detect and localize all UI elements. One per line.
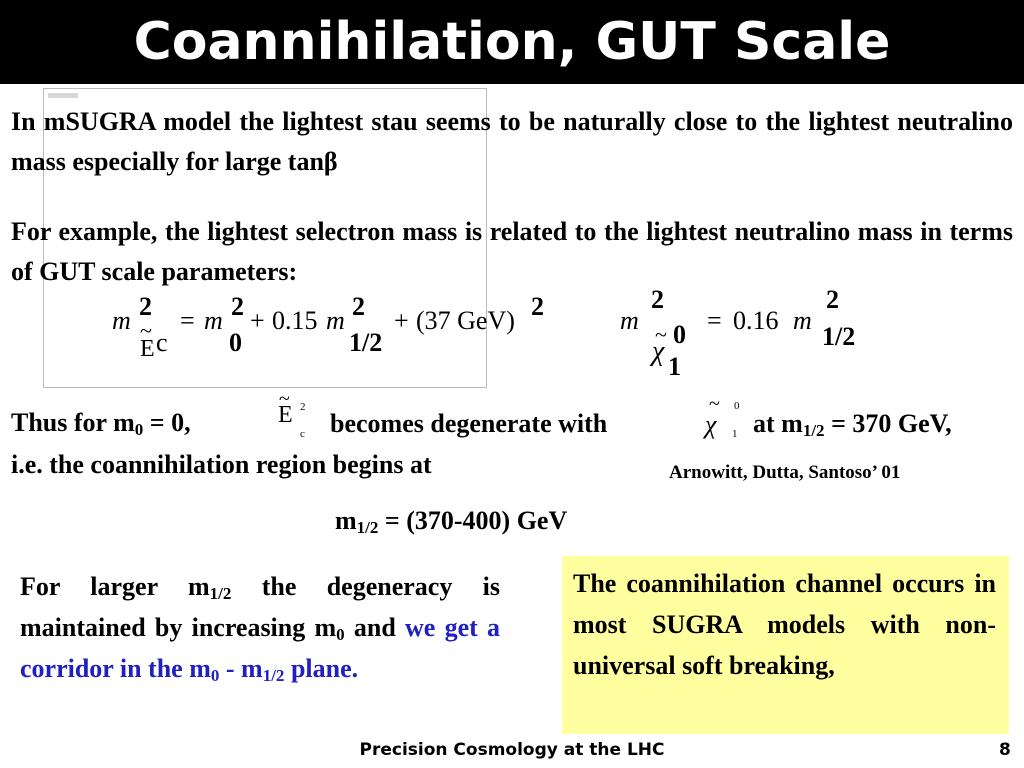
image-placeholder-icon bbox=[48, 93, 78, 98]
eq1-coef: 0.15 bbox=[272, 306, 318, 335]
lb-s1: 1/2 bbox=[209, 584, 232, 603]
eq1-m: m bbox=[112, 306, 131, 335]
eq2-mhalf-sub: 1/2 bbox=[822, 322, 856, 351]
eq1-mhalf: m bbox=[326, 306, 345, 335]
line3-subhalf: 1/2 bbox=[802, 421, 825, 440]
line3-sub0: 0 bbox=[134, 420, 144, 439]
lb-s4: 1/2 bbox=[262, 666, 285, 685]
inline-selectron-sup: 2 bbox=[300, 401, 306, 413]
range-sub: 1/2 bbox=[356, 518, 379, 537]
eq1-plus-2: + bbox=[394, 306, 409, 335]
eq2-zero: 0 bbox=[673, 320, 686, 349]
eq2-one: 1 bbox=[668, 352, 681, 381]
eq1-mhalf-sub: 1/2 bbox=[349, 328, 383, 357]
lb-blue3: plane. bbox=[284, 654, 359, 683]
inline-selectron-tilde-icon: ~ bbox=[279, 388, 290, 410]
footer-title: Precision Cosmology at the LHC bbox=[359, 740, 665, 760]
inline-selectron-E: E bbox=[278, 402, 293, 428]
eq2-mhalf: m bbox=[793, 306, 812, 335]
lb-s2: 0 bbox=[336, 625, 345, 644]
eq1-plus-1: + bbox=[250, 306, 265, 335]
inline-neutralino-tilde-icon: ~ bbox=[709, 393, 720, 415]
highlight-box bbox=[562, 556, 1009, 734]
corridor-paragraph: For larger m1/2 the degeneracy is mainta… bbox=[20, 566, 500, 689]
inline-neutralino-chi: χ bbox=[705, 410, 717, 439]
line3-mid: = 0, bbox=[143, 408, 191, 437]
degenerate-text: becomes degenerate with bbox=[330, 409, 608, 438]
eq2-square: 2 bbox=[651, 285, 664, 314]
eq1-c: c bbox=[156, 328, 168, 357]
title-bar bbox=[0, 0, 1024, 84]
range-pre: m bbox=[335, 506, 357, 535]
highlight-box-text: The coannihilation channel occurs in mos… bbox=[573, 569, 996, 680]
line3-val: = 370 GeV, bbox=[824, 409, 952, 438]
inline-neutralino-sub: 1 bbox=[732, 428, 738, 440]
eq1-paren: (37 GeV) bbox=[416, 306, 515, 335]
coannihilation-begins-line: i.e. the coannihilation region begins at bbox=[11, 450, 432, 479]
lb-blue2: - m bbox=[219, 654, 263, 683]
page-number: 8 bbox=[999, 740, 1011, 760]
image-placeholder-frame bbox=[43, 88, 487, 388]
lb-blue1: we get a corridor in the m bbox=[20, 613, 501, 683]
inline-selectron-sub: c bbox=[300, 428, 305, 440]
eq1-m0: m bbox=[204, 306, 223, 335]
eq1-equals: = bbox=[180, 306, 195, 335]
eq2-m: m bbox=[620, 306, 639, 335]
paragraph-2: For example, the lightest selectron mass… bbox=[11, 217, 1013, 286]
lb-t3: and bbox=[344, 613, 406, 642]
lb-t2: the degeneracy is maintained by increasi… bbox=[20, 572, 501, 642]
line3-at: at m bbox=[753, 409, 803, 438]
lb-t1: For larger m bbox=[20, 572, 210, 601]
citation: Arnowitt, Dutta, Santoso’ 01 bbox=[669, 462, 901, 483]
degeneracy-line: Thus for m0 = 0, bbox=[11, 403, 191, 443]
eq1-m0-sub: 0 bbox=[229, 328, 242, 357]
m-half-value: at m1/2 = 370 GeV, bbox=[753, 409, 952, 439]
eq1-m0-square: 2 bbox=[231, 292, 244, 321]
slide-title: Coannihilation, GUT Scale bbox=[133, 12, 891, 72]
eq2-equals: = bbox=[707, 306, 722, 335]
eq2-tilde-icon: ~ bbox=[655, 322, 667, 347]
eq1-mhalf-square: 2 bbox=[352, 292, 365, 321]
m-half-range: m1/2 = (370-400) GeV bbox=[335, 506, 567, 536]
line3-pre: Thus for m bbox=[11, 408, 135, 437]
eq1-paren-square: 2 bbox=[531, 292, 544, 321]
eq2-mhalf-square: 2 bbox=[826, 285, 839, 314]
paragraph-1: In mSUGRA model the lightest stau seems … bbox=[11, 107, 1013, 176]
lb-s3: 0 bbox=[210, 666, 220, 685]
range-val: = (370-400) GeV bbox=[378, 506, 568, 535]
eq2-chi: χ bbox=[652, 336, 665, 367]
eq1-square: 2 bbox=[139, 292, 152, 321]
eq1-tilde-icon: ~ bbox=[140, 318, 152, 343]
inline-neutralino-sup: 0 bbox=[734, 400, 740, 412]
eq2-coef: 0.16 bbox=[733, 306, 779, 335]
eq1-selectron-E: E bbox=[140, 336, 155, 362]
